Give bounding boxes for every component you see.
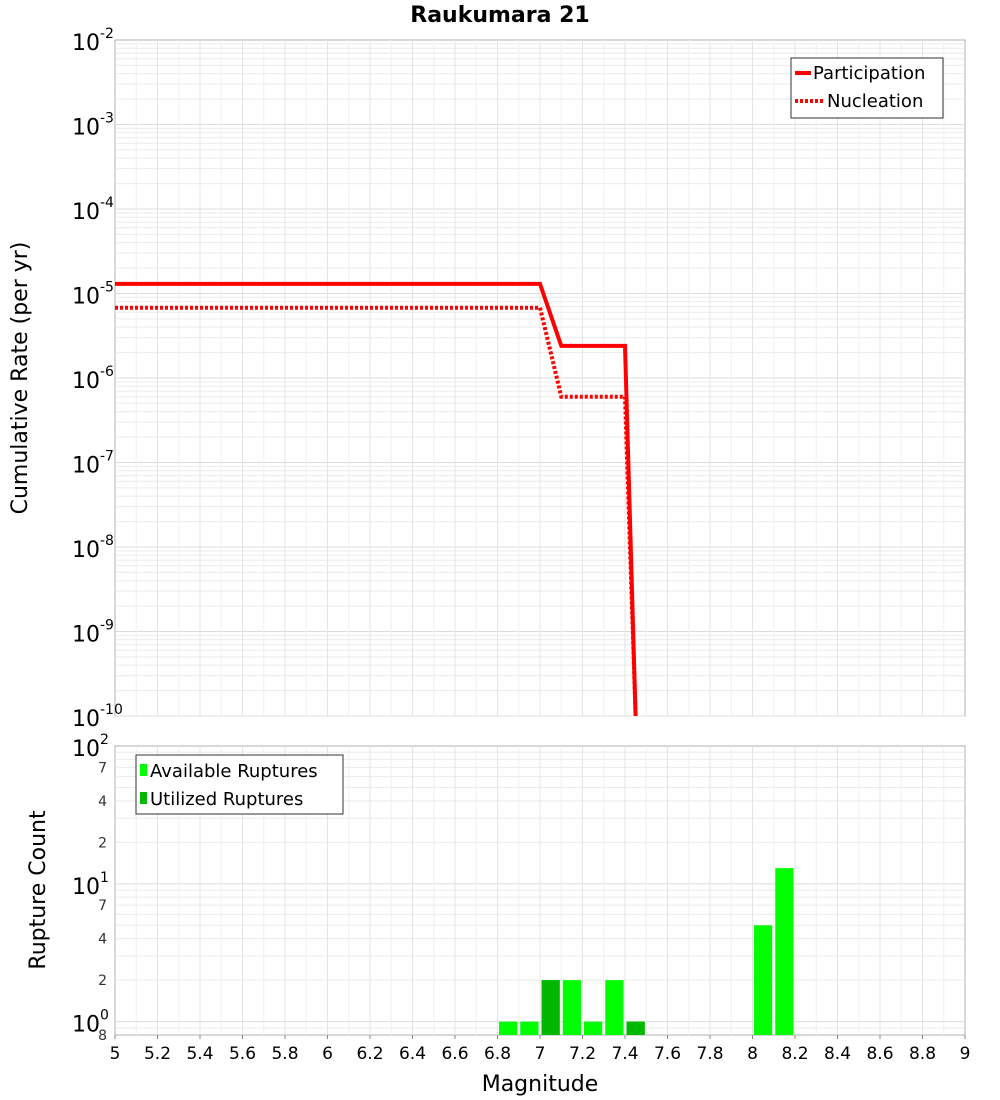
top-y-tick-exponent: -6	[100, 364, 114, 380]
legend-utilized-label: Utilized Ruptures	[150, 789, 303, 810]
x-tick-label: 6.2	[356, 1044, 383, 1064]
x-tick-label: 6.8	[484, 1044, 511, 1064]
x-tick-label: 7.4	[611, 1044, 638, 1064]
bottom-y-minor-tick-label: 4	[98, 932, 107, 948]
x-tick-label: 7.8	[696, 1044, 723, 1064]
legend-utilized-swatch	[140, 792, 147, 804]
top-y-tick-base: 10	[72, 285, 100, 310]
available-rupture-bar	[605, 980, 624, 1035]
utilized-rupture-bar	[626, 1021, 645, 1035]
bottom-y-minor-tick-label: 2	[98, 835, 107, 851]
bottom-bars	[499, 868, 794, 1035]
top-y-tick-exponent: -10	[100, 702, 123, 718]
x-tick-label: 9	[960, 1044, 971, 1064]
legend-nucleation-label: Nucleation	[827, 91, 923, 112]
top-y-tick-base: 10	[72, 31, 100, 56]
top-y-tick-base: 10	[72, 200, 100, 225]
available-rupture-bar	[754, 925, 773, 1035]
bottom-grid	[115, 746, 965, 1035]
bottom-y-minor-tick-label: 7	[98, 898, 107, 914]
legend-participation-label: Participation	[813, 63, 925, 84]
top-y-tick-label: 10-10	[72, 702, 123, 732]
bottom-y-tick-exponent: 1	[100, 870, 109, 886]
top-y-tick-exponent: -8	[100, 533, 114, 549]
top-y-tick-base: 10	[72, 623, 100, 648]
bottom-y-tick-base: 10	[72, 875, 100, 900]
x-tick-label: 7.6	[654, 1044, 681, 1064]
bottom-y-minor-tick-label: 8	[98, 1028, 107, 1044]
utilized-rupture-bar	[541, 980, 560, 1035]
legend-available-swatch	[140, 764, 147, 776]
top-legend-box	[790, 57, 944, 119]
x-tick-label: 8.8	[909, 1044, 936, 1064]
legend-available-label: Available Ruptures	[150, 761, 318, 782]
top-y-tick-label: 10-9	[72, 618, 114, 648]
x-axis-label: Magnitude	[482, 1072, 599, 1097]
top-y-tick-base: 10	[72, 454, 100, 479]
x-tick-label: 5	[110, 1044, 121, 1064]
x-tick-label: 5.6	[229, 1044, 256, 1064]
x-tick-label: 8.2	[781, 1044, 808, 1064]
top-series-lines	[115, 281, 638, 717]
top-y-tick-label: 10-7	[72, 449, 114, 479]
x-tick-label: 8	[747, 1044, 758, 1064]
x-axis-ticks: 5 5.2 5.4 5.6 5.8 6 6.2 6.4 6.6 6.8 7 7.2 7.4 7.6 7.8 8…	[110, 1035, 971, 1064]
bottom-y-tick-base: 10	[72, 1013, 100, 1038]
chart-title: Raukumara 21	[410, 3, 589, 28]
top-y-axis-label: Cumulative Rate (per yr)	[8, 242, 33, 515]
bottom-y-major-tick-label: 101	[72, 870, 109, 900]
bottom-y-tick-exponent: 2	[100, 732, 109, 748]
bottom-legend: Available Ruptures Utilized Ruptures	[135, 754, 344, 815]
available-rupture-bar	[562, 980, 581, 1035]
top-y-tick-label: 10-8	[72, 533, 114, 563]
top-y-tick-exponent: -9	[100, 618, 114, 634]
x-tick-label: 8.4	[824, 1044, 851, 1064]
top-y-tick-exponent: -4	[100, 195, 114, 211]
top-y-tick-label: 10-5	[72, 280, 114, 310]
series-line-nucleation	[115, 305, 638, 717]
top-y-tick-exponent: -5	[100, 280, 114, 296]
top-y-tick-base: 10	[72, 369, 100, 394]
x-tick-label: 5.8	[271, 1044, 298, 1064]
x-tick-label: 6.4	[399, 1044, 426, 1064]
top-y-tick-base: 10	[72, 707, 100, 732]
top-y-tick-exponent: -3	[100, 111, 114, 127]
bottom-y-major-tick-label: 100	[72, 1008, 109, 1038]
top-y-tick-label: 10-3	[72, 111, 114, 141]
available-rupture-bar	[499, 1021, 518, 1035]
x-tick-label: 6	[322, 1044, 333, 1064]
x-tick-label: 8.6	[866, 1044, 893, 1064]
top-grid	[115, 40, 965, 717]
bottom-y-minor-tick-label: 4	[98, 794, 107, 810]
bottom-y-major-tick-label: 102	[72, 732, 109, 762]
bottom-legend-box	[135, 754, 344, 815]
bottom-y-axis-label: Rupture Count	[26, 810, 51, 970]
bottom-y-tick-exponent: 0	[100, 1008, 109, 1024]
top-y-tick-exponent: -2	[100, 26, 114, 42]
x-tick-label: 6.6	[441, 1044, 468, 1064]
top-y-tick-label: 10-4	[72, 195, 114, 225]
bottom-y-minor-tick-label: 2	[98, 973, 107, 989]
top-y-tick-exponent: -7	[100, 449, 114, 465]
available-rupture-bar	[584, 1021, 603, 1035]
bottom-y-minor-tick-label: 7	[98, 760, 107, 776]
bottom-y-tick-base: 10	[72, 737, 100, 762]
top-y-tick-label: 10-6	[72, 364, 114, 394]
top-legend: Participation Nucleation	[790, 57, 944, 119]
x-tick-label: 7	[535, 1044, 546, 1064]
top-y-tick-base: 10	[72, 116, 100, 141]
top-y-tick-base: 10	[72, 538, 100, 563]
x-tick-label: 5.4	[186, 1044, 213, 1064]
x-tick-label: 5.2	[144, 1044, 171, 1064]
available-rupture-bar	[520, 1021, 539, 1035]
x-tick-label: 7.2	[569, 1044, 596, 1064]
top-y-tick-label: 10-2	[72, 26, 114, 56]
available-rupture-bar	[775, 868, 794, 1035]
